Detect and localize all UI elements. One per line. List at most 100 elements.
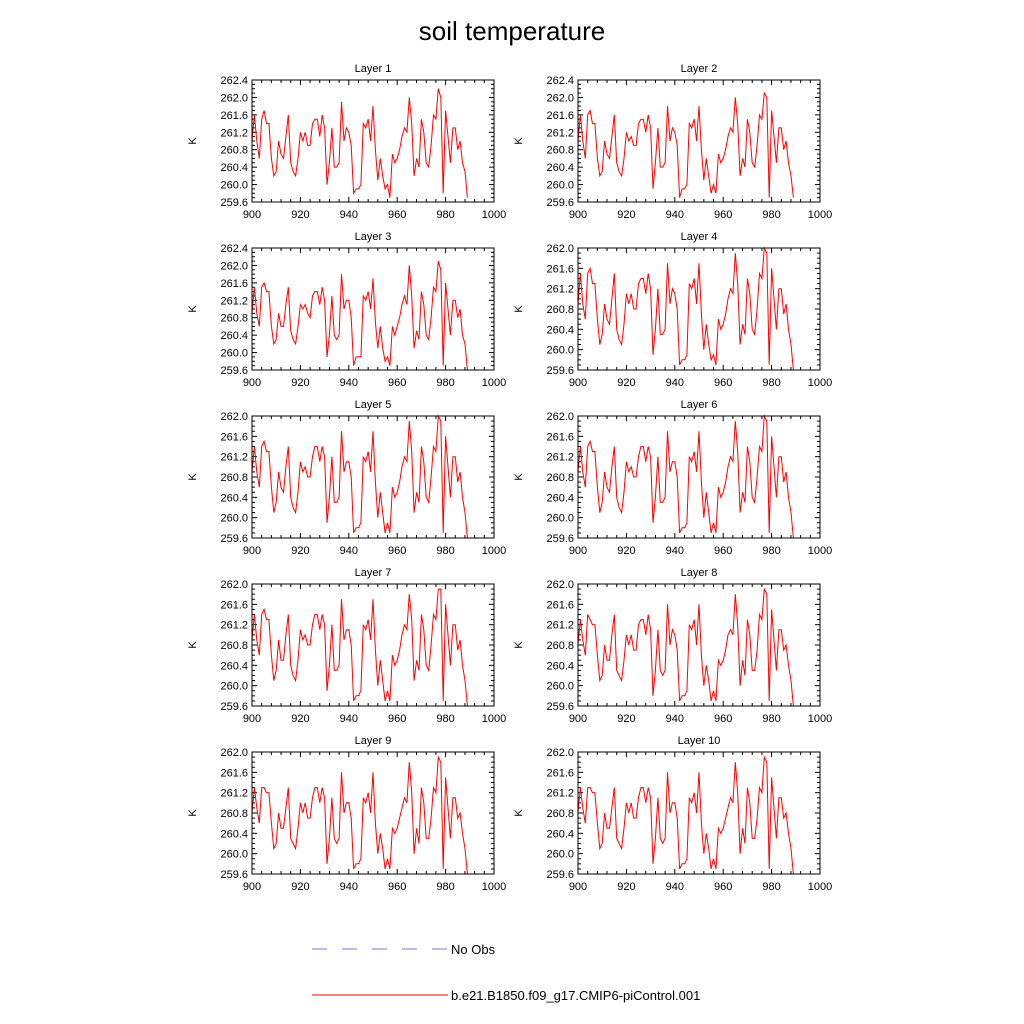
series-line (577, 91, 794, 198)
y-tick-label: 260.4 (546, 492, 574, 504)
plot-frame (251, 751, 495, 875)
y-tick-label: 262.4 (220, 243, 248, 255)
x-tick-label: 900 (243, 545, 261, 557)
panel-layer-7: Layer 7 K 900 920 940 960 980 1000 259.6 260.0 260… (187, 567, 506, 725)
x-tick-label: 960 (388, 881, 406, 893)
y-tick-label: 261.2 (220, 452, 248, 464)
x-tick-label: 940 (340, 377, 358, 389)
x-tick-label: 920 (291, 545, 309, 557)
y-tick-label: 261.2 (546, 452, 574, 464)
y-tick-label: 261.2 (220, 788, 248, 800)
legend: No Obs b.e21.B1850.f09_g17.CMIP6-piContr… (312, 942, 700, 1003)
y-tick-label: 260.0 (546, 681, 574, 693)
x-tick-label: 980 (762, 209, 780, 221)
x-tick-label: 960 (388, 545, 406, 557)
x-tick-label: 1000 (482, 209, 506, 221)
y-tick-label: 261.2 (546, 620, 574, 632)
y-tick-label: 260.0 (546, 513, 574, 525)
x-tick-label: 920 (291, 713, 309, 725)
y-tick-label: 261.2 (546, 284, 574, 296)
y-tick-label: 262.0 (220, 579, 248, 591)
series-line (577, 414, 794, 539)
plot-frame (251, 247, 495, 371)
y-tick-label: 262.0 (220, 411, 248, 423)
y-tick-label: 262.0 (546, 411, 574, 423)
x-tick-label: 1000 (482, 881, 506, 893)
panel-title: Layer 2 (681, 63, 718, 75)
y-tick-label: 259.6 (220, 869, 248, 881)
y-tick-label: 262.0 (220, 747, 248, 759)
x-tick-label: 1000 (808, 209, 832, 221)
y-tick-label: 260.8 (546, 640, 574, 652)
panel-title: Layer 6 (681, 399, 718, 411)
x-tick-label: 1000 (808, 377, 832, 389)
y-axis-label: K (187, 137, 199, 145)
panel-layer-3: Layer 3 K 900 920 940 960 980 1000 259.6 260.0 260… (187, 231, 506, 389)
y-tick-label: 261.6 (546, 110, 574, 122)
x-tick-label: 940 (340, 209, 358, 221)
y-tick-label: 259.6 (546, 701, 574, 713)
y-tick-label: 262.0 (546, 92, 574, 104)
x-tick-label: 1000 (808, 713, 832, 725)
y-tick-label: 262.0 (220, 92, 248, 104)
y-tick-label: 259.6 (220, 197, 248, 209)
y-tick-label: 261.6 (546, 767, 574, 779)
series-line (577, 246, 794, 371)
x-tick-label: 920 (617, 209, 635, 221)
y-tick-label: 260.4 (546, 324, 574, 336)
y-tick-label: 260.4 (220, 162, 248, 174)
panel-title: Layer 5 (355, 399, 392, 411)
x-tick-label: 920 (617, 545, 635, 557)
y-tick-label: 262.4 (546, 75, 574, 87)
y-tick-label: 260.8 (220, 472, 248, 484)
plot-frame (577, 583, 821, 707)
x-tick-label: 1000 (808, 545, 832, 557)
x-tick-label: 980 (762, 377, 780, 389)
x-tick-label: 980 (436, 713, 454, 725)
y-tick-label: 260.4 (546, 660, 574, 672)
panel-title: Layer 7 (355, 567, 392, 579)
x-tick-label: 900 (569, 377, 587, 389)
series-line (251, 414, 468, 539)
y-tick-label: 259.6 (546, 197, 574, 209)
y-tick-label: 260.0 (220, 348, 248, 360)
y-tick-label: 260.4 (220, 492, 248, 504)
x-tick-label: 920 (617, 377, 635, 389)
y-tick-label: 260.8 (220, 640, 248, 652)
x-tick-label: 920 (291, 209, 309, 221)
x-tick-label: 960 (714, 713, 732, 725)
panel-title: Layer 9 (355, 735, 392, 747)
panel-layer-6: Layer 6 K 900 920 940 960 980 1000 259.6 260.0 260… (513, 399, 832, 557)
x-tick-label: 1000 (482, 377, 506, 389)
plot-frame (251, 583, 495, 707)
x-tick-label: 900 (243, 209, 261, 221)
x-tick-label: 980 (436, 377, 454, 389)
x-tick-label: 980 (762, 545, 780, 557)
y-tick-label: 260.8 (546, 472, 574, 484)
y-tick-label: 261.6 (546, 599, 574, 611)
y-tick-label: 261.2 (220, 127, 248, 139)
series-line (577, 587, 794, 707)
y-tick-label: 260.0 (546, 180, 574, 192)
x-tick-label: 900 (569, 209, 587, 221)
y-axis-label: K (513, 473, 525, 481)
x-tick-label: 900 (569, 881, 587, 893)
y-tick-label: 259.6 (220, 533, 248, 545)
y-tick-label: 260.8 (220, 145, 248, 157)
panel-title: Layer 3 (355, 231, 392, 243)
y-tick-label: 261.6 (220, 110, 248, 122)
y-tick-label: 261.6 (220, 278, 248, 290)
plot-frame (577, 247, 821, 371)
x-tick-label: 920 (291, 377, 309, 389)
x-tick-label: 920 (617, 713, 635, 725)
y-tick-label: 260.0 (220, 513, 248, 525)
x-tick-label: 960 (714, 881, 732, 893)
y-tick-label: 262.4 (220, 75, 248, 87)
panel-layer-4: Layer 4 K 900 920 940 960 980 1000 259.6 260.0 260… (513, 231, 832, 389)
y-tick-label: 261.6 (220, 431, 248, 443)
y-tick-label: 261.2 (220, 295, 248, 307)
legend-obs-label: No Obs (451, 942, 496, 957)
series-line (251, 88, 468, 198)
panel-title: Layer 8 (681, 567, 718, 579)
